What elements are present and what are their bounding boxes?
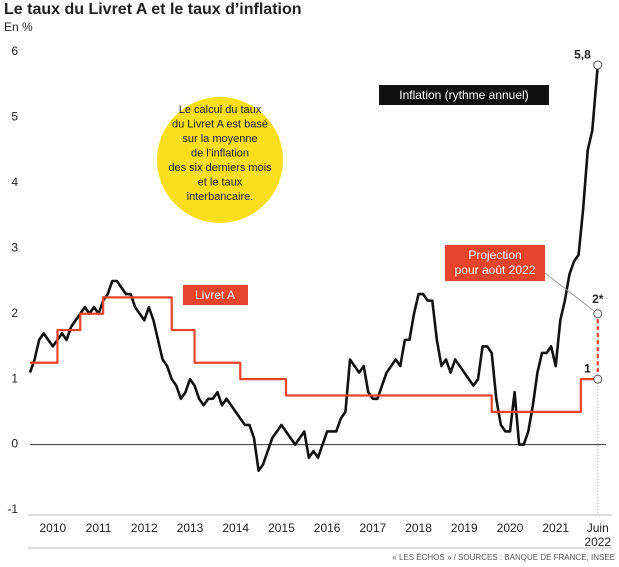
x-tick-label: Juin 2022 (584, 521, 612, 549)
x-tick-label: 2015 (268, 521, 295, 535)
projection-box (445, 245, 545, 281)
series-line (28, 64, 600, 473)
x-tick-label: 2010 (39, 521, 67, 535)
x-tick-label: 2018 (405, 521, 432, 535)
y-tick-label: 6 (11, 44, 18, 58)
x-tick-label: 2020 (496, 521, 524, 535)
note-text: des six derniers mois (168, 162, 272, 174)
y-tick-label: 3 (11, 240, 18, 254)
projection-label: 2* (592, 292, 604, 306)
end-point (593, 60, 603, 70)
projection-name: pour août 2022 (455, 263, 536, 277)
note-circle (157, 97, 283, 223)
note-text: de l’inflation (191, 147, 249, 159)
legend-box (379, 85, 549, 105)
y-tick-label: -1 (7, 502, 18, 516)
x-tick-label: 2016 (313, 521, 341, 535)
note-text: et le taux (198, 176, 243, 188)
note-text: Le calcul du taux (179, 104, 262, 116)
chart-title: Le taux du Livret A et le taux d’inflati… (4, 1, 302, 18)
subtitle: En % (4, 20, 33, 34)
y-tick-label: 1 (11, 371, 18, 385)
legend-label: Livret A (195, 288, 235, 302)
source: « LES ÉCHOS » / SOURCES : BANQUE DE FRAN… (392, 553, 615, 562)
note-text: du Livret A est basé (172, 118, 268, 130)
x-tick-label: 2013 (176, 521, 204, 535)
end-point (593, 374, 603, 384)
y-tick-label: 2 (11, 306, 18, 320)
legend-box (183, 285, 248, 305)
x-tick-label: 2017 (359, 521, 387, 535)
x-tick-label: 2011 (85, 521, 112, 535)
end-label: 1 (584, 361, 591, 375)
x-tick-label: 2019 (450, 521, 478, 535)
note-text: sur la moyenne (182, 133, 257, 145)
x-tick-label: 2021 (542, 521, 570, 535)
x-tick-label: 2012 (130, 521, 158, 535)
projection-name: Projection (468, 248, 521, 262)
series-line (30, 296, 598, 413)
legend-label: Inflation (rythme annuel) (399, 88, 528, 102)
y-tick-label: 4 (11, 175, 18, 189)
x-tick-label: 2014 (222, 521, 250, 535)
y-tick-label: 0 (11, 437, 18, 451)
y-tick-label: 5 (11, 110, 18, 124)
end-label: 5,8 (574, 47, 591, 61)
connector (544, 272, 595, 312)
projection-point (593, 309, 603, 319)
note-text: interbancaire. (187, 191, 254, 203)
